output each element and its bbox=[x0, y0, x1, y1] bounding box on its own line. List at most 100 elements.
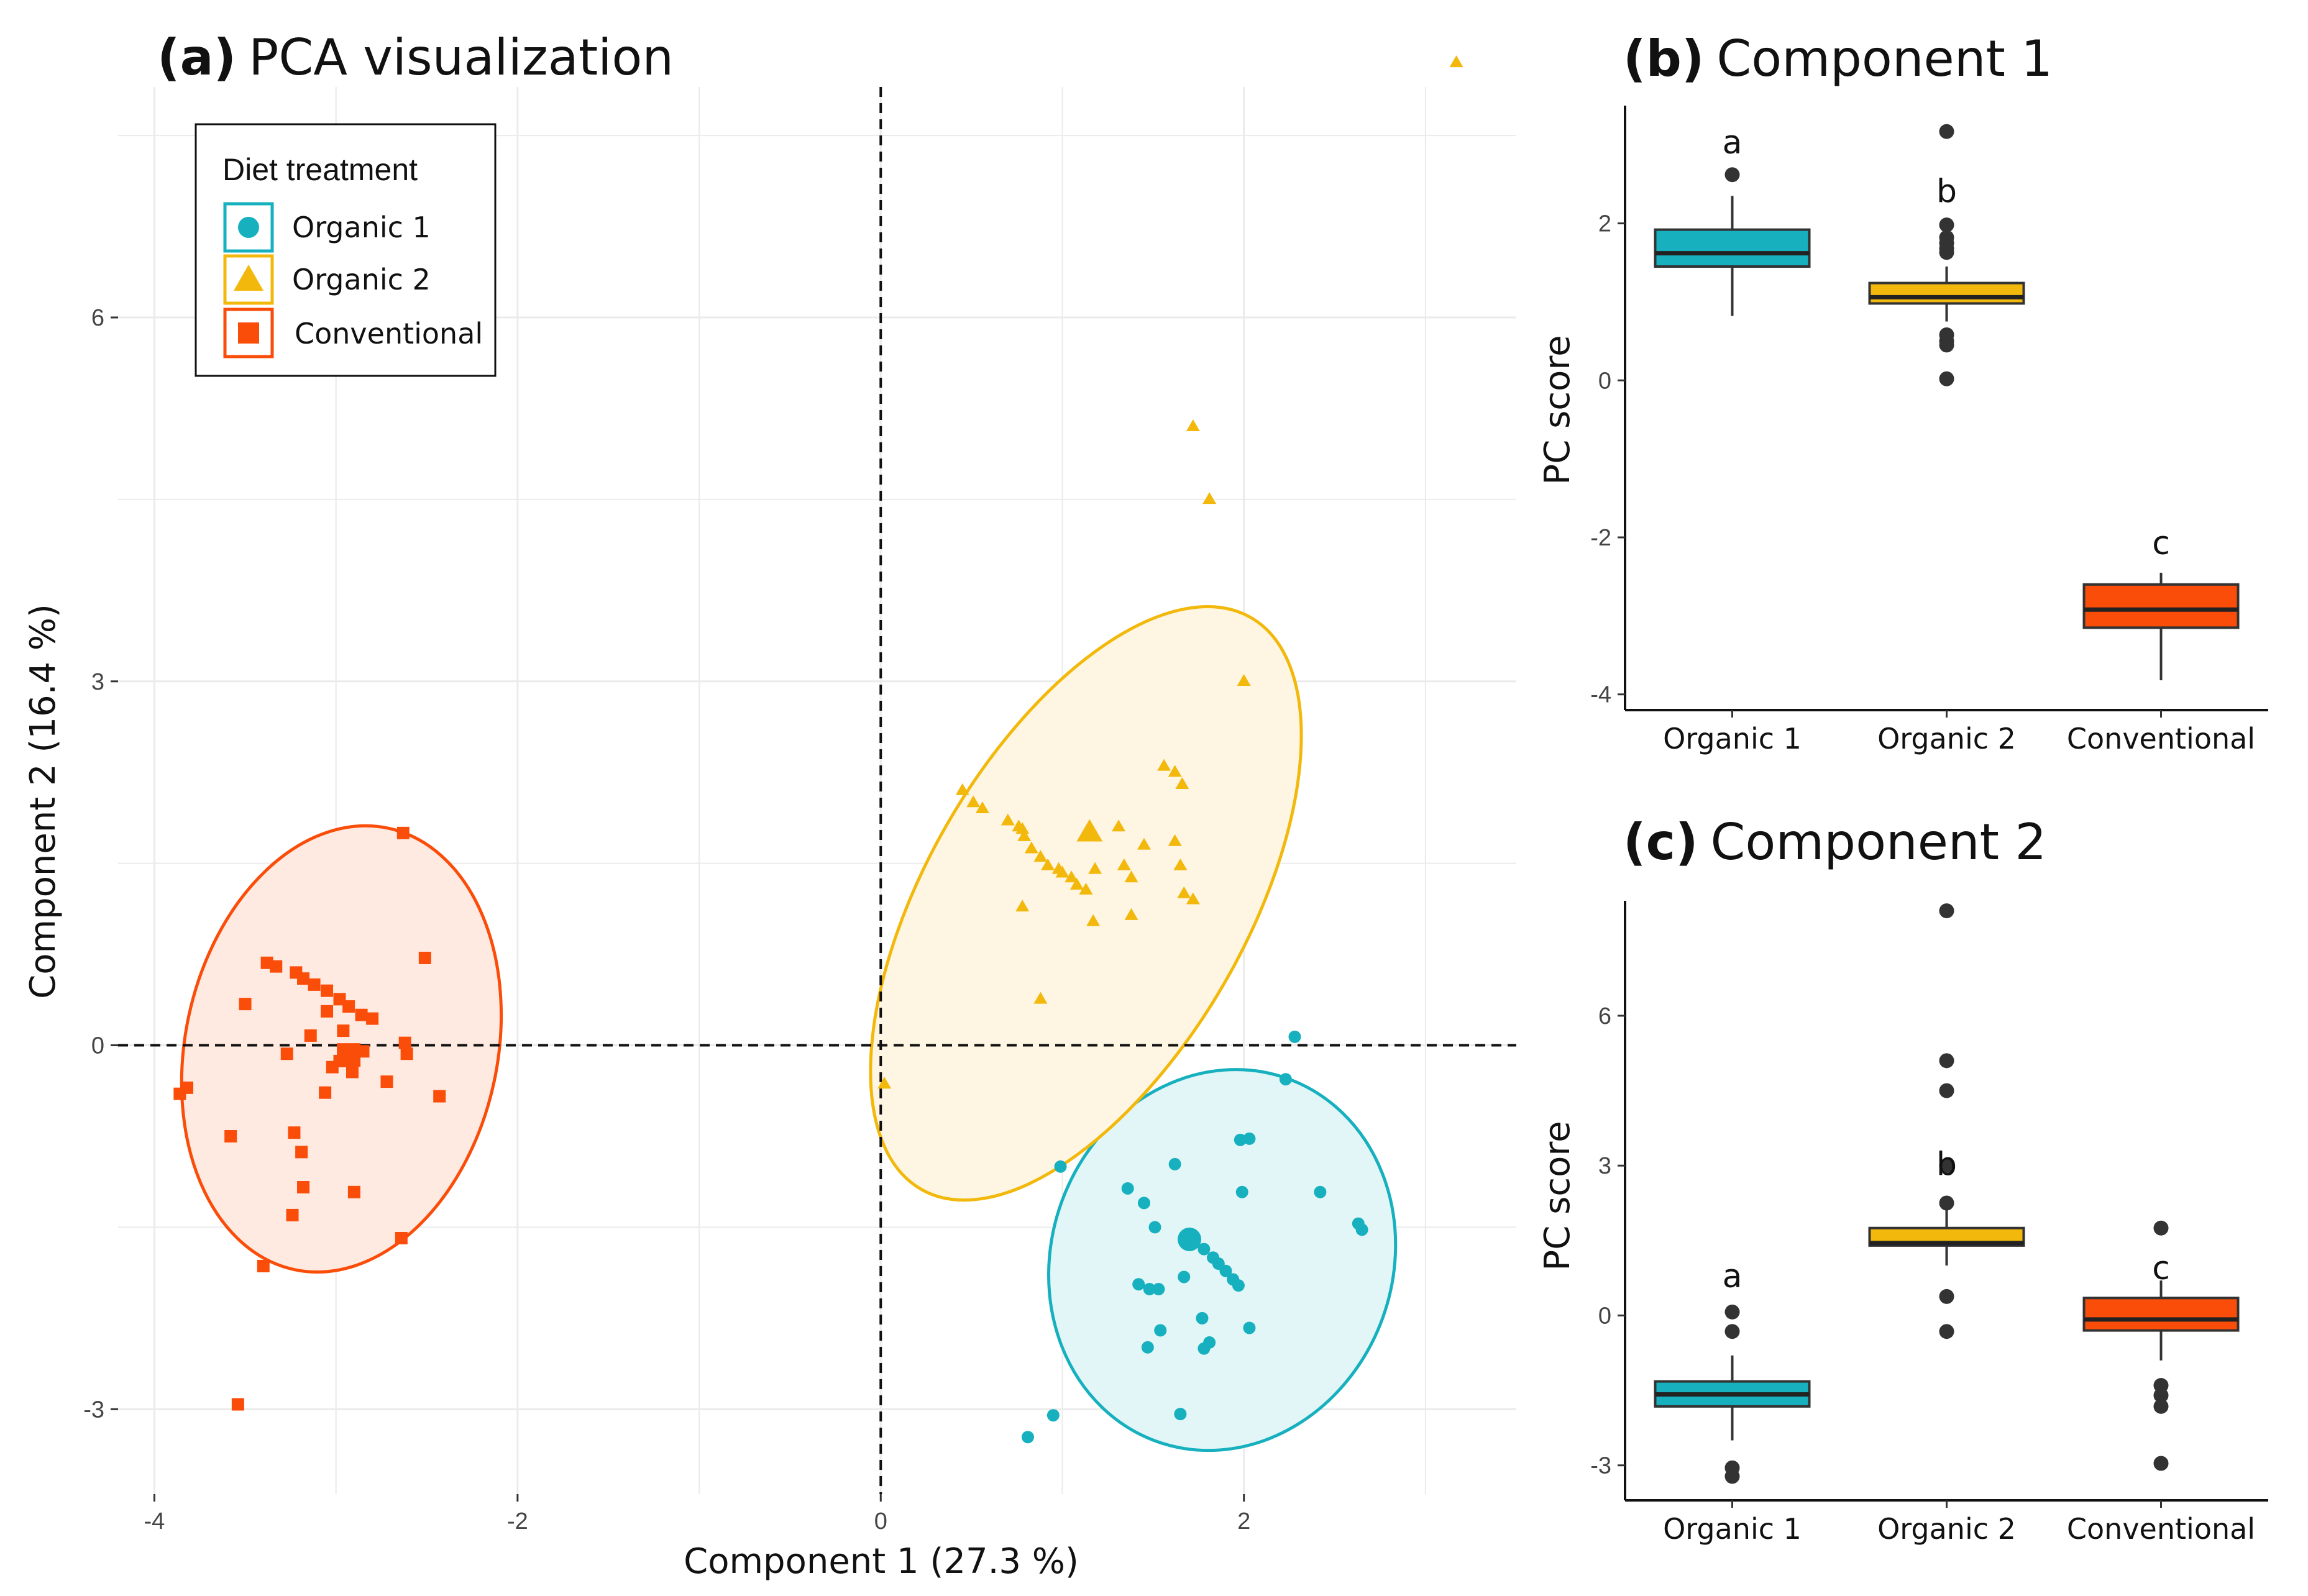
point-organic2 bbox=[1137, 837, 1151, 850]
outlier-point bbox=[2153, 1398, 2169, 1414]
outlier-point bbox=[1939, 1324, 1954, 1339]
outlier-point bbox=[1939, 371, 1954, 386]
legend-key-conventional bbox=[223, 308, 274, 358]
outlier-point bbox=[2153, 1456, 2169, 1471]
point-organic2 bbox=[1069, 878, 1084, 890]
point-organic2 bbox=[1186, 892, 1200, 905]
point-organic1 bbox=[1198, 1243, 1211, 1256]
x-axis-title: Component 1 (27.3 %) bbox=[684, 1541, 1079, 1582]
point-organic2 bbox=[1175, 777, 1189, 789]
point-organic1 bbox=[1235, 1185, 1248, 1198]
point-organic1 bbox=[1288, 1030, 1301, 1043]
point-organic1 bbox=[1046, 1409, 1060, 1422]
point-organic2 bbox=[1237, 673, 1251, 686]
point-organic2 bbox=[1033, 850, 1048, 862]
legend-label-organic1: Organic 1 bbox=[292, 211, 431, 244]
point-conventional bbox=[400, 1047, 413, 1060]
point-conventional bbox=[342, 1000, 355, 1013]
box-organic1 bbox=[1654, 228, 1811, 268]
point-organic1 bbox=[1143, 1283, 1156, 1296]
point-organic1 bbox=[1152, 1283, 1165, 1296]
y-tick-label: -3 bbox=[83, 1397, 104, 1423]
point-conventional bbox=[308, 978, 321, 991]
point-conventional bbox=[321, 1005, 334, 1018]
y-tick-label: 0 bbox=[1598, 1303, 1611, 1329]
y-tick-label: -3 bbox=[1590, 1453, 1611, 1479]
point-organic2 bbox=[1157, 759, 1171, 771]
panel-b-prefix: (b) bbox=[1623, 30, 1704, 88]
point-organic2 bbox=[1124, 908, 1138, 920]
point-conventional bbox=[347, 1185, 360, 1198]
point-organic2 bbox=[1168, 765, 1182, 777]
point-organic1 bbox=[1198, 1342, 1211, 1355]
point-organic1 bbox=[1196, 1311, 1209, 1325]
point-organic1 bbox=[1132, 1278, 1145, 1291]
panel-b-title-text: Component 1 bbox=[1716, 30, 2053, 88]
point-conventional bbox=[319, 1086, 332, 1099]
point-organic2 bbox=[1017, 829, 1032, 841]
outlier-point bbox=[1939, 245, 1954, 260]
outlier-point bbox=[1724, 1324, 1740, 1339]
y-tick-label: -4 bbox=[1590, 682, 1611, 708]
boxplot-component-2: -3 0 3 6 Organic 1 a Organic 2 b Conventional c bbox=[1590, 901, 2268, 1546]
y-tick-label: 0 bbox=[91, 1033, 104, 1059]
outlier-point bbox=[1939, 1288, 1954, 1304]
point-organic2 bbox=[1041, 858, 1055, 870]
panel-c-prefix: (c) bbox=[1623, 813, 1698, 871]
outlier-point bbox=[2153, 1388, 2169, 1403]
y-tick-label: 2 bbox=[1598, 211, 1611, 237]
outlier-point bbox=[1724, 167, 1740, 183]
centroid-organic1 bbox=[1178, 1227, 1202, 1251]
point-conventional bbox=[366, 1012, 379, 1025]
panel-c-title: (c) Component 2 bbox=[1623, 813, 2046, 871]
point-organic1 bbox=[1154, 1324, 1167, 1337]
legend: Diet treatment Organic 1 Organic 2 Conve… bbox=[195, 123, 497, 377]
point-conventional bbox=[433, 1090, 446, 1103]
point-conventional bbox=[321, 984, 334, 997]
boxplot-component-1: -4 -2 0 2 Organic 1 a Organic 2 b Conventional c bbox=[1590, 106, 2268, 755]
point-organic2 bbox=[975, 801, 989, 814]
point-conventional bbox=[239, 998, 252, 1011]
y-tick-label: 6 bbox=[1598, 1003, 1611, 1029]
point-organic1 bbox=[1219, 1264, 1232, 1277]
legend-label-organic2: Organic 2 bbox=[292, 263, 431, 296]
point-organic2 bbox=[966, 795, 981, 808]
point-organic1 bbox=[1178, 1270, 1191, 1284]
significance-letter: a bbox=[1723, 124, 1742, 162]
category-label: Conventional bbox=[2067, 722, 2255, 755]
point-conventional bbox=[280, 1047, 293, 1060]
point-organic2 bbox=[1186, 419, 1200, 431]
point-organic2 bbox=[1033, 992, 1048, 1004]
outlier-point bbox=[1939, 1158, 1954, 1174]
panel-a: (a) PCA visualization -4 -2 0 2 -3 0 3 6 Compon… bbox=[23, 29, 1516, 1582]
point-organic2 bbox=[1112, 819, 1126, 832]
outlier-point bbox=[2153, 1220, 2169, 1236]
point-conventional bbox=[297, 1180, 310, 1193]
point-organic2 bbox=[1168, 834, 1182, 846]
outlier-point bbox=[1939, 217, 1954, 233]
square-marker-icon bbox=[238, 322, 259, 344]
point-organic2 bbox=[1124, 870, 1138, 883]
point-organic1 bbox=[1137, 1197, 1150, 1210]
panel-a-title: (a) PCA visualization bbox=[157, 29, 674, 86]
point-conventional bbox=[395, 1232, 408, 1245]
category-label: Organic 1 bbox=[1663, 1512, 1802, 1546]
panel-b: (b) Component 1 -4 -2 0 2 Organic 1 a Organic 2… bbox=[1537, 30, 2268, 755]
point-conventional bbox=[224, 1129, 237, 1142]
ellipse-organic2 bbox=[869, 605, 1303, 1202]
panel-a-title-text: PCA visualization bbox=[249, 29, 674, 86]
significance-letter: a bbox=[1723, 1258, 1742, 1295]
category-label: Organic 1 bbox=[1663, 722, 1802, 755]
outlier-point bbox=[1939, 1195, 1954, 1211]
point-organic1 bbox=[1168, 1157, 1181, 1170]
point-conventional bbox=[231, 1398, 244, 1411]
y-tick-label: 0 bbox=[1598, 368, 1611, 394]
outlier-point bbox=[1939, 1053, 1954, 1069]
legend-title: Diet treatment bbox=[222, 152, 418, 187]
box-conventional bbox=[2082, 1297, 2240, 1332]
point-organic2 bbox=[1177, 886, 1191, 898]
box-conventional bbox=[2082, 583, 2240, 629]
point-organic2 bbox=[1173, 858, 1188, 870]
box-organic2 bbox=[1868, 281, 2025, 305]
